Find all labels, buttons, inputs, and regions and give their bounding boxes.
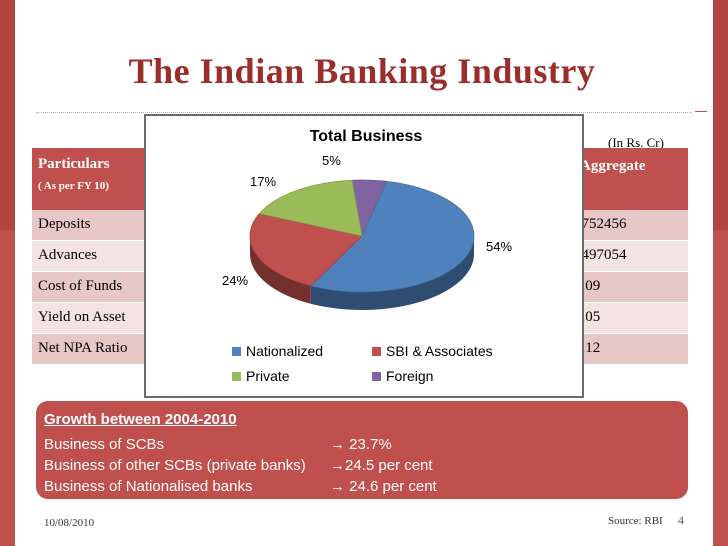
growth-item-label: Business of SCBs (44, 436, 165, 453)
growth-item-label: Business of other SCBs (private banks) (44, 457, 306, 474)
growth-item-label: Business of Nationalised banks (44, 478, 253, 495)
pie-chart-box: Total Business 54% 24% 17% 5% Nationaliz… (144, 114, 584, 398)
right-accent-bar (713, 0, 728, 546)
pie-chart-svg (249, 179, 475, 310)
arrow-right-icon: → (330, 457, 345, 474)
arrow-right-icon: → (330, 436, 345, 453)
pct-label-foreign: 5% (322, 153, 341, 168)
title-divider-accent (695, 111, 707, 114)
row-label: Deposits (38, 216, 91, 232)
growth-item-value: →24.5 per cent (330, 457, 433, 474)
row-label: Advances (38, 247, 98, 263)
pie-slice-private (258, 179, 363, 237)
growth-callout: Growth between 2004-2010 Business of SCB… (36, 401, 688, 499)
pct-label-nationalized: 54% (486, 239, 513, 254)
legend-swatch (232, 372, 241, 381)
row-label: Cost of Funds (38, 278, 123, 294)
growth-item-value: → 24.6 per cent (330, 478, 437, 495)
row-label: Yield on Asset (38, 309, 126, 325)
legend-swatch (372, 347, 381, 356)
growth-heading: Growth between 2004-2010 (44, 411, 237, 428)
legend-item-private: Private (232, 368, 290, 384)
legend-item-foreign: Foreign (372, 368, 433, 384)
arrow-right-icon: → (330, 478, 345, 495)
pct-label-private: 17% (250, 174, 277, 189)
header-fiscal-year: ( As per FY 10) (38, 180, 109, 192)
pie-slice-side-sbi-associates (250, 236, 311, 304)
growth-item-value: → 23.7% (330, 436, 392, 453)
header-particulars: Particulars (38, 156, 110, 172)
legend-item-nationalized: Nationalized (232, 343, 323, 359)
source-label: Source: RBI (608, 515, 663, 527)
row-label: Net NPA Ratio (38, 340, 128, 356)
row-value: 3497054 (574, 247, 627, 263)
legend-swatch (372, 372, 381, 381)
slide-date: 10/08/2010 (44, 517, 95, 529)
pie-slice-sbi-associates (249, 213, 363, 287)
legend-label: Private (246, 368, 290, 384)
legend-label: SBI & Associates (386, 343, 493, 359)
legend-label: Foreign (386, 368, 434, 384)
legend-item-sbi: SBI & Associates (372, 343, 493, 359)
row-value: 4752456 (574, 216, 627, 232)
page-number: 4 (678, 513, 684, 527)
pie-slice-nationalized (309, 180, 475, 293)
pie-slice-side-nationalized (310, 236, 474, 310)
legend-swatch (232, 347, 241, 356)
title-divider (36, 112, 692, 113)
legend-label: Nationalized (246, 343, 324, 359)
pct-label-sbi: 24% (222, 273, 249, 288)
header-aggregate: Aggregate (580, 158, 646, 174)
left-accent-bar (0, 0, 15, 546)
chart-title: Total Business (309, 128, 423, 145)
units-label: (In Rs. Cr) (608, 135, 664, 150)
slide-title: The Indian Banking Industry (128, 51, 596, 91)
